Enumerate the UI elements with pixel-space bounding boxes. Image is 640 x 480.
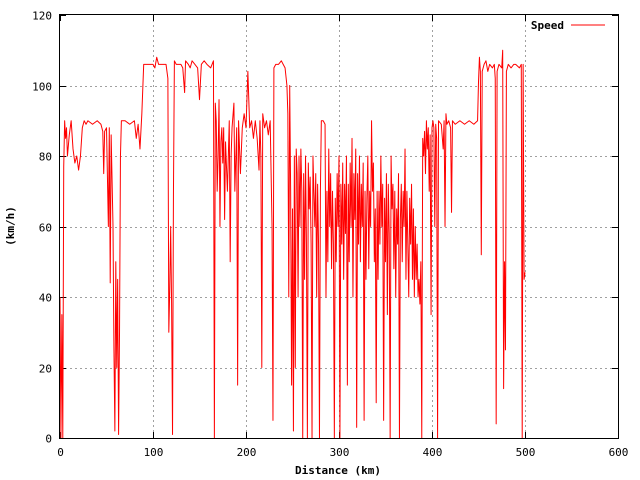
x-tick-label: 300 <box>330 446 350 459</box>
y-tick-label: 0 <box>45 433 52 446</box>
x-tick-label: 600 <box>609 446 629 459</box>
y-tick-label: 120 <box>32 10 52 23</box>
legend-label-speed: Speed <box>531 19 564 32</box>
y-tick-label: 40 <box>39 292 52 305</box>
y-tick-label: 80 <box>39 151 52 164</box>
y-tick-label: 100 <box>32 81 52 94</box>
x-tick-label: 100 <box>144 446 164 459</box>
plot-frame <box>59 14 619 439</box>
legend: Speed <box>531 19 605 32</box>
y-tick-label: 60 <box>39 222 52 235</box>
grid-lines <box>60 15 618 438</box>
tick-labels: 0 100 200 300 400 500 600 0 20 40 60 80 100 120 <box>32 10 628 460</box>
x-tick-label: 200 <box>237 446 257 459</box>
x-tick-label: 0 <box>57 446 64 459</box>
y-axis-label: (km/h) <box>4 206 17 246</box>
speed-series-line <box>59 49 526 439</box>
x-tick-label: 400 <box>423 446 443 459</box>
x-axis-label: Distance (km) <box>295 464 381 477</box>
x-tick-label: 500 <box>516 446 536 459</box>
y-tick-label: 20 <box>39 363 52 376</box>
